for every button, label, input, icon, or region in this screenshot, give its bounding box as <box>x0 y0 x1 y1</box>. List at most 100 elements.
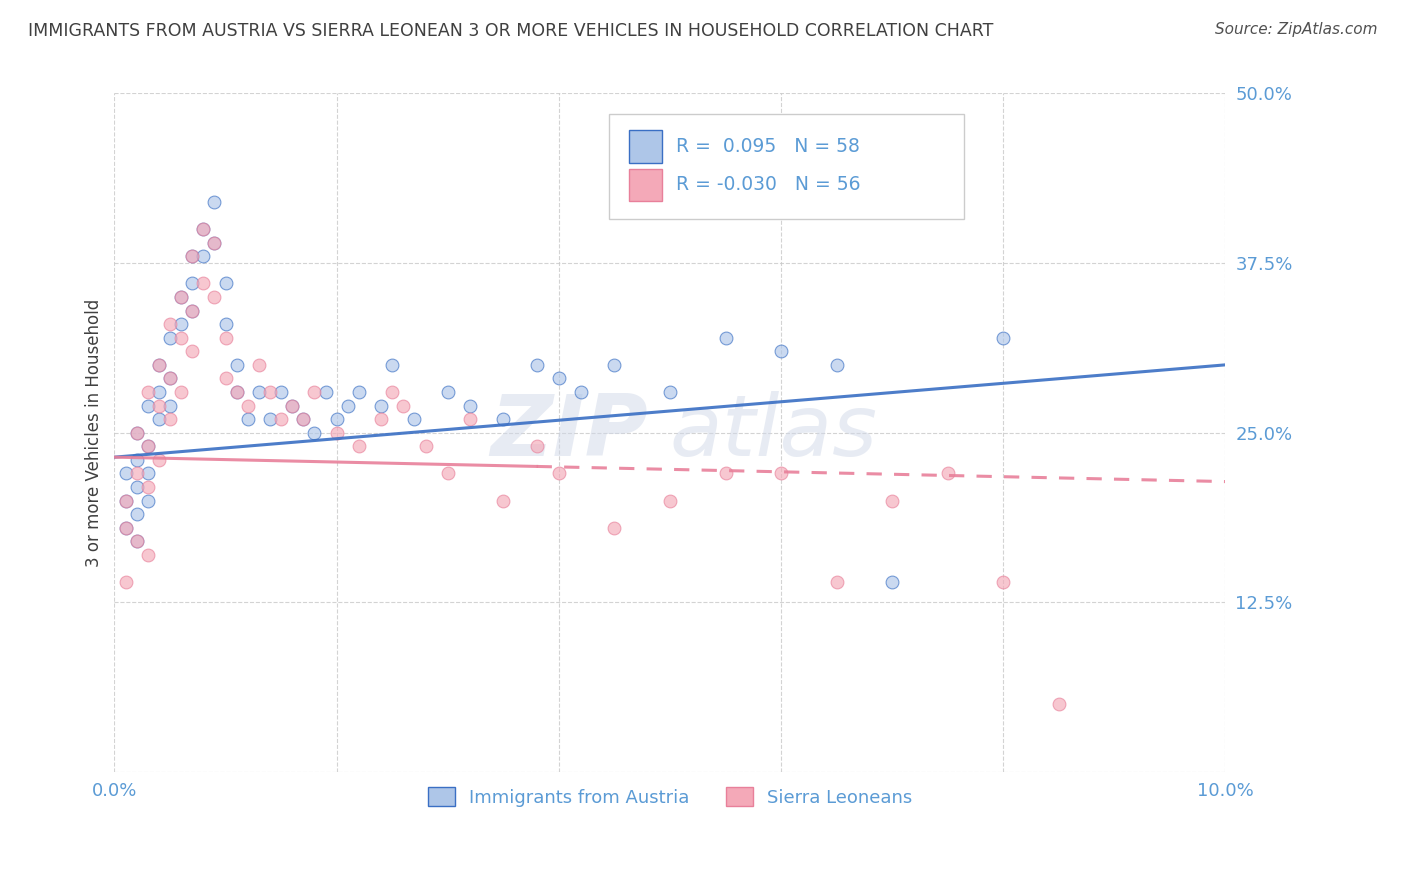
Point <box>125 467 148 481</box>
Point <box>370 412 392 426</box>
Point <box>125 425 148 440</box>
Point <box>547 467 569 481</box>
FancyBboxPatch shape <box>628 169 662 202</box>
Point <box>214 277 236 291</box>
Point <box>547 371 569 385</box>
Point <box>247 384 270 399</box>
Text: atlas: atlas <box>669 392 877 475</box>
Point <box>993 575 1015 590</box>
Point <box>936 467 959 481</box>
Point <box>170 331 193 345</box>
Point <box>370 399 392 413</box>
Point <box>214 331 236 345</box>
Point <box>603 358 626 372</box>
Point <box>458 399 481 413</box>
Point <box>193 222 215 236</box>
Y-axis label: 3 or more Vehicles in Household: 3 or more Vehicles in Household <box>86 299 103 566</box>
Point <box>415 439 437 453</box>
Point <box>181 277 204 291</box>
Point <box>526 358 548 372</box>
Point <box>170 317 193 331</box>
Point <box>347 384 370 399</box>
Point <box>436 384 458 399</box>
Point <box>347 439 370 453</box>
Point <box>114 493 136 508</box>
Point <box>136 384 159 399</box>
Point <box>658 493 681 508</box>
Point <box>125 425 148 440</box>
Point <box>292 412 315 426</box>
Point <box>136 439 159 453</box>
Point <box>136 548 159 562</box>
Point <box>159 399 181 413</box>
Point <box>193 277 215 291</box>
Point <box>882 575 904 590</box>
Point <box>458 412 481 426</box>
Point <box>714 331 737 345</box>
Point <box>125 453 148 467</box>
FancyBboxPatch shape <box>609 113 965 219</box>
Point <box>170 290 193 304</box>
Point <box>993 331 1015 345</box>
Text: IMMIGRANTS FROM AUSTRIA VS SIERRA LEONEAN 3 OR MORE VEHICLES IN HOUSEHOLD CORREL: IMMIGRANTS FROM AUSTRIA VS SIERRA LEONEA… <box>28 22 994 40</box>
Point <box>170 290 193 304</box>
Point <box>292 412 315 426</box>
Point <box>125 507 148 521</box>
Point <box>148 412 170 426</box>
Point <box>159 317 181 331</box>
Point <box>114 575 136 590</box>
Point <box>492 412 515 426</box>
Point <box>304 384 326 399</box>
Point <box>114 521 136 535</box>
Point <box>236 412 259 426</box>
Point <box>381 384 404 399</box>
Point <box>193 222 215 236</box>
Point <box>181 249 204 263</box>
Point <box>259 412 281 426</box>
Point <box>136 399 159 413</box>
Point <box>159 371 181 385</box>
Point <box>202 235 225 250</box>
Point <box>825 358 848 372</box>
Point <box>114 467 136 481</box>
Point <box>825 575 848 590</box>
Point <box>247 358 270 372</box>
Point <box>304 425 326 440</box>
Point <box>114 521 136 535</box>
Text: R =  0.095   N = 58: R = 0.095 N = 58 <box>675 136 859 156</box>
Point <box>658 384 681 399</box>
Point <box>270 412 292 426</box>
Point <box>136 439 159 453</box>
Point <box>181 344 204 359</box>
Point <box>202 194 225 209</box>
Point <box>1047 697 1070 711</box>
Point <box>193 249 215 263</box>
Point <box>259 384 281 399</box>
Point <box>569 384 592 399</box>
Point <box>225 384 247 399</box>
Point <box>404 412 426 426</box>
Point <box>526 439 548 453</box>
FancyBboxPatch shape <box>628 130 662 162</box>
Point <box>170 384 193 399</box>
Point <box>315 384 337 399</box>
Point <box>281 399 304 413</box>
Point <box>236 399 259 413</box>
Point <box>770 344 793 359</box>
Point <box>436 467 458 481</box>
Point <box>270 384 292 399</box>
Point <box>214 317 236 331</box>
Point <box>202 235 225 250</box>
Point <box>136 480 159 494</box>
Text: Source: ZipAtlas.com: Source: ZipAtlas.com <box>1215 22 1378 37</box>
Point <box>125 480 148 494</box>
Point <box>148 399 170 413</box>
Point <box>202 290 225 304</box>
Point <box>882 493 904 508</box>
Point <box>225 358 247 372</box>
Point <box>336 399 359 413</box>
Point <box>181 249 204 263</box>
Point <box>159 412 181 426</box>
Point <box>159 331 181 345</box>
Text: R = -0.030   N = 56: R = -0.030 N = 56 <box>675 176 860 194</box>
